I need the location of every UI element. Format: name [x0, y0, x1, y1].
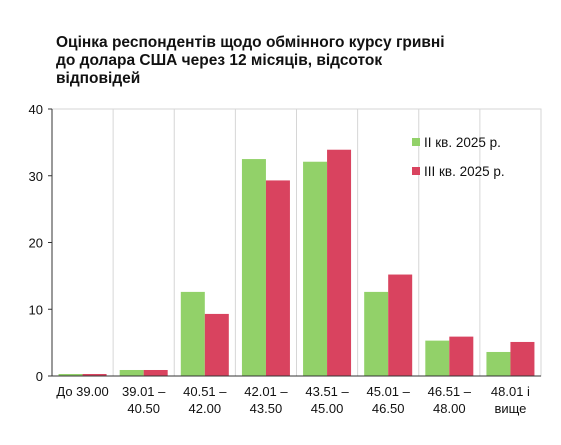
x-tick-label: До 39.00: [56, 384, 108, 399]
bar: [364, 291, 389, 376]
x-tick-label: 43.51 –: [305, 384, 349, 399]
x-tick-label: 45.00: [311, 401, 344, 416]
bar: [265, 180, 290, 376]
x-tick-label: 42.01 –: [244, 384, 288, 399]
legend-swatch: [412, 167, 420, 175]
x-tick-label: 42.00: [189, 401, 222, 416]
bar: [327, 149, 352, 376]
bar: [143, 369, 168, 376]
y-tick-label: 10: [29, 302, 43, 317]
legend-label: ІІІ кв. 2025 р.: [424, 164, 505, 179]
x-tick-label: 46.51 –: [428, 384, 472, 399]
x-tick-label: 46.50: [372, 401, 405, 416]
legend-swatch: [412, 138, 420, 146]
x-tick-label: 48.01 і: [491, 384, 530, 399]
chart-title-line-2: до долара США через 12 місяців, відсоток: [56, 52, 383, 69]
y-tick-label: 30: [29, 169, 43, 184]
x-tick-label: 43.50: [250, 401, 283, 416]
bar: [449, 336, 474, 376]
y-tick-label: 0: [36, 369, 43, 384]
legend-label: ІІ кв. 2025 р.: [424, 135, 501, 150]
bar: [486, 351, 511, 376]
bar: [425, 340, 450, 376]
bar: [58, 373, 83, 376]
chart-title-line-1: Оцінка респондентів щодо обмінного курсу…: [56, 34, 445, 51]
bar: [303, 161, 328, 376]
bar: [119, 369, 144, 376]
bar: [510, 341, 535, 376]
x-tick-label: 39.01 –: [122, 384, 166, 399]
bar: [388, 274, 413, 376]
y-tick-label: 40: [29, 102, 43, 117]
x-tick-label: вище: [494, 401, 526, 416]
x-tick-label: 48.00: [433, 401, 466, 416]
chart-title-line-3: відповідей: [56, 70, 141, 87]
x-tick-label: 40.51 –: [183, 384, 227, 399]
x-tick-label: 45.01 –: [367, 384, 411, 399]
y-tick-label: 20: [29, 236, 43, 251]
x-tick-label: 40.50: [127, 401, 160, 416]
bar: [204, 313, 229, 376]
chart-title: Оцінка респондентів щодо обмінного курсу…: [56, 34, 496, 88]
bar: [82, 373, 107, 376]
bar: [180, 291, 205, 376]
bar: [241, 159, 266, 376]
